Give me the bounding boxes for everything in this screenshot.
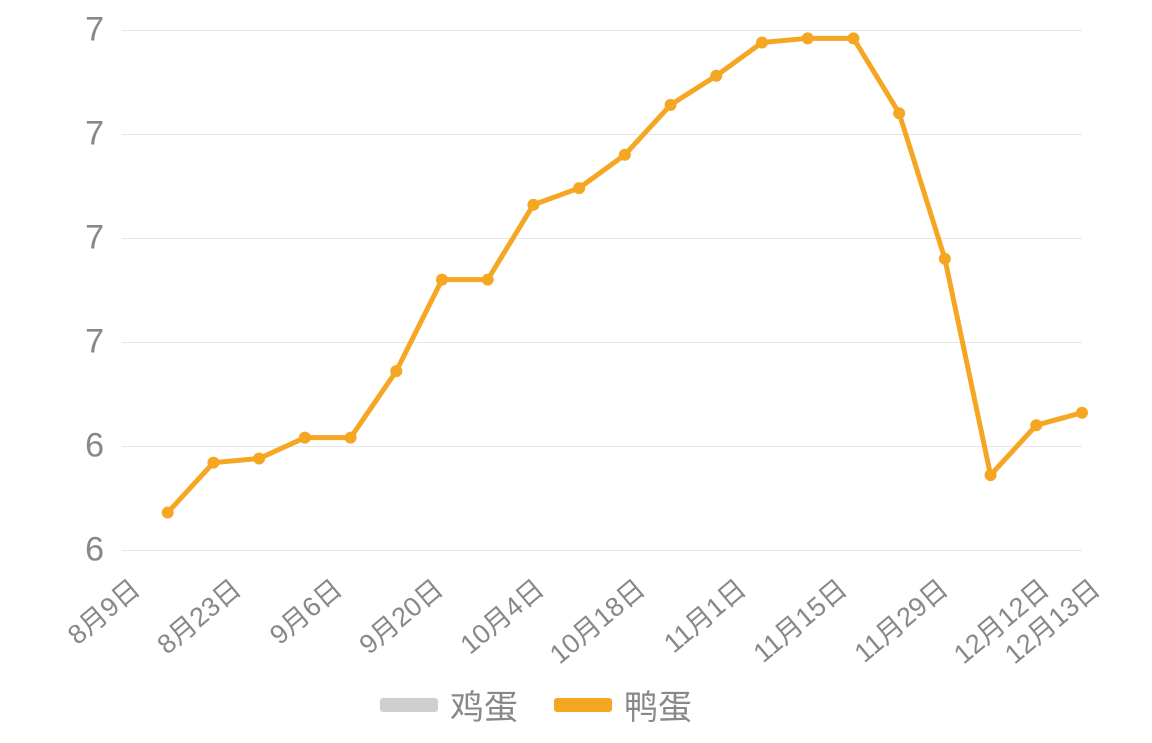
x-axis-tick: 8月9日: [58, 568, 147, 652]
series-marker-鸭蛋: [1030, 419, 1042, 431]
legend-item-鸡蛋: 鸡蛋: [380, 680, 518, 729]
y-axis-tick: 7: [0, 323, 104, 362]
series-marker-鸭蛋: [299, 432, 311, 444]
y-axis-tick: 6: [0, 531, 104, 570]
x-axis-tick: 9月6日: [260, 568, 349, 652]
legend-swatch: [380, 698, 438, 712]
series-marker-鸭蛋: [893, 107, 905, 119]
x-axis-tick: 11月15日: [744, 568, 855, 670]
series-marker-鸭蛋: [619, 149, 631, 161]
legend-swatch: [554, 698, 612, 712]
y-axis-tick: 7: [0, 11, 104, 50]
egg-price-line-chart: 鸡蛋 鸭蛋 6 6 7 7 7 7 8月9日8月23日9月6日9月20日10月4日10月18日…: [0, 0, 1152, 743]
series-marker-鸭蛋: [665, 99, 677, 111]
series-marker-鸭蛋: [756, 36, 768, 48]
legend-label: 鸭蛋: [624, 680, 692, 729]
legend: 鸡蛋 鸭蛋: [380, 680, 692, 729]
series-marker-鸭蛋: [345, 432, 357, 444]
x-axis-tick: 11月1日: [654, 568, 753, 660]
y-axis-tick: 6: [0, 427, 104, 466]
series-marker-鸭蛋: [573, 182, 585, 194]
x-axis-tick: 11月29日: [845, 568, 956, 670]
y-axis-tick: 7: [0, 219, 104, 258]
x-axis-tick: 9月20日: [349, 568, 450, 662]
series-marker-鸭蛋: [710, 70, 722, 82]
y-axis-tick: 7: [0, 115, 104, 154]
series-marker-鸭蛋: [527, 199, 539, 211]
legend-item-鸭蛋: 鸭蛋: [554, 680, 692, 729]
series-marker-鸭蛋: [253, 452, 265, 464]
series-marker-鸭蛋: [207, 457, 219, 469]
series-marker-鸭蛋: [847, 32, 859, 44]
series-marker-鸭蛋: [985, 469, 997, 481]
series-layer: [122, 30, 1082, 550]
series-marker-鸭蛋: [162, 507, 174, 519]
plot-area: [122, 30, 1082, 550]
x-axis-tick: 8月23日: [147, 568, 248, 662]
series-marker-鸭蛋: [436, 274, 448, 286]
series-marker-鸭蛋: [390, 365, 402, 377]
x-axis-tick: 10月4日: [450, 568, 551, 662]
x-axis-tick: 10月18日: [540, 568, 652, 671]
legend-label: 鸡蛋: [450, 680, 518, 729]
series-marker-鸭蛋: [802, 32, 814, 44]
gridline: [122, 550, 1082, 551]
series-marker-鸭蛋: [1076, 407, 1088, 419]
series-marker-鸭蛋: [482, 274, 494, 286]
series-marker-鸭蛋: [939, 253, 951, 265]
